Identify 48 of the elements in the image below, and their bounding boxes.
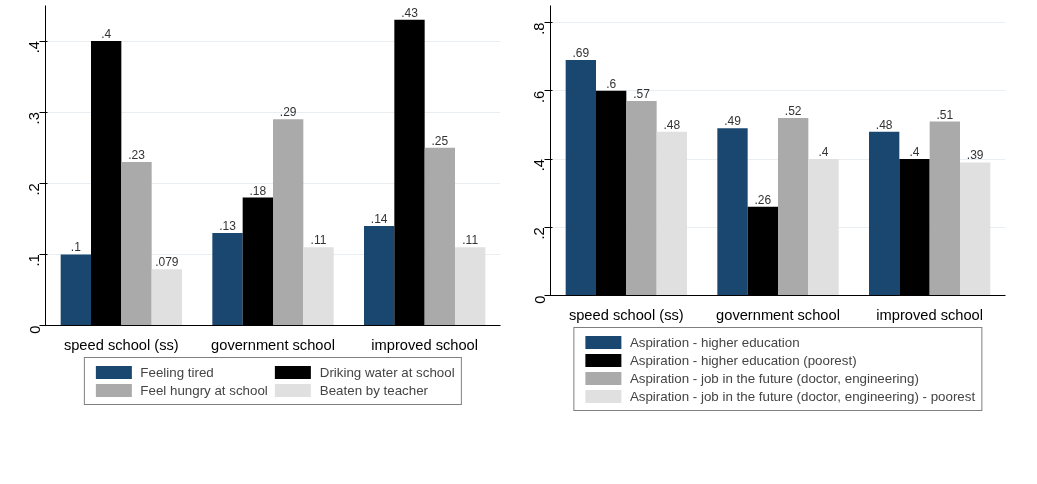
data-label: .6 xyxy=(606,76,617,91)
y-tick-label: .6 xyxy=(531,90,548,104)
y-tick-label: .4 xyxy=(26,41,43,54)
data-label: .39 xyxy=(966,148,984,163)
y-tick-label: .8 xyxy=(531,22,548,35)
x-tick-label: improved school xyxy=(876,306,984,323)
y-tick-label: 0 xyxy=(531,295,548,304)
x-tick-label: government school xyxy=(211,336,335,353)
legend-label: Aspiration - higher education (poorest) xyxy=(629,352,857,368)
data-label: .11 xyxy=(462,233,479,248)
data-label: .26 xyxy=(754,192,772,207)
legend-label: Aspiration - job in the future (doctor, engineering) xyxy=(629,370,919,386)
data-label: .25 xyxy=(431,133,449,148)
data-label: .49 xyxy=(724,114,742,129)
legend-label: Driking water at school xyxy=(319,364,455,380)
y-tick-label: .2 xyxy=(26,183,43,196)
x-tick-label: speed school (ss) xyxy=(568,306,684,323)
data-label: .51 xyxy=(936,107,954,122)
data-label: .69 xyxy=(572,46,590,61)
legend-label: Beaten by teacher xyxy=(319,382,428,398)
data-label: .1 xyxy=(70,240,82,255)
data-label: .52 xyxy=(784,104,802,119)
y-tick-label: .1 xyxy=(26,254,43,267)
y-tick-label: 0 xyxy=(26,325,43,334)
y-tick-label: .4 xyxy=(531,159,548,172)
legend-label: Feeling tired xyxy=(140,364,214,380)
x-tick-label: government school xyxy=(716,306,840,323)
legend-label: Aspiration - job in the future (doctor, engineering) - poorest xyxy=(629,388,976,404)
data-label: .079 xyxy=(155,255,179,270)
data-label: .14 xyxy=(370,211,388,226)
data-label: .11 xyxy=(310,233,327,248)
data-label: .18 xyxy=(249,183,267,198)
data-label: .4 xyxy=(909,145,920,160)
data-label: .23 xyxy=(128,147,146,162)
data-label: .43 xyxy=(401,5,419,20)
legend-label: Feel hungry at school xyxy=(140,382,268,398)
data-label: .29 xyxy=(279,105,297,120)
y-tick-label: .2 xyxy=(531,227,548,240)
legend-label: Aspiration - higher education xyxy=(629,334,800,350)
data-label: .4 xyxy=(818,145,829,160)
data-label: .48 xyxy=(663,117,681,132)
y-tick-label: .3 xyxy=(26,112,43,125)
data-label: .13 xyxy=(219,219,237,234)
x-tick-label: improved school xyxy=(371,336,479,353)
data-label: .4 xyxy=(101,27,112,42)
x-tick-label: speed school (ss) xyxy=(63,336,179,353)
data-label: .48 xyxy=(875,117,893,132)
data-label: .57 xyxy=(633,87,651,102)
